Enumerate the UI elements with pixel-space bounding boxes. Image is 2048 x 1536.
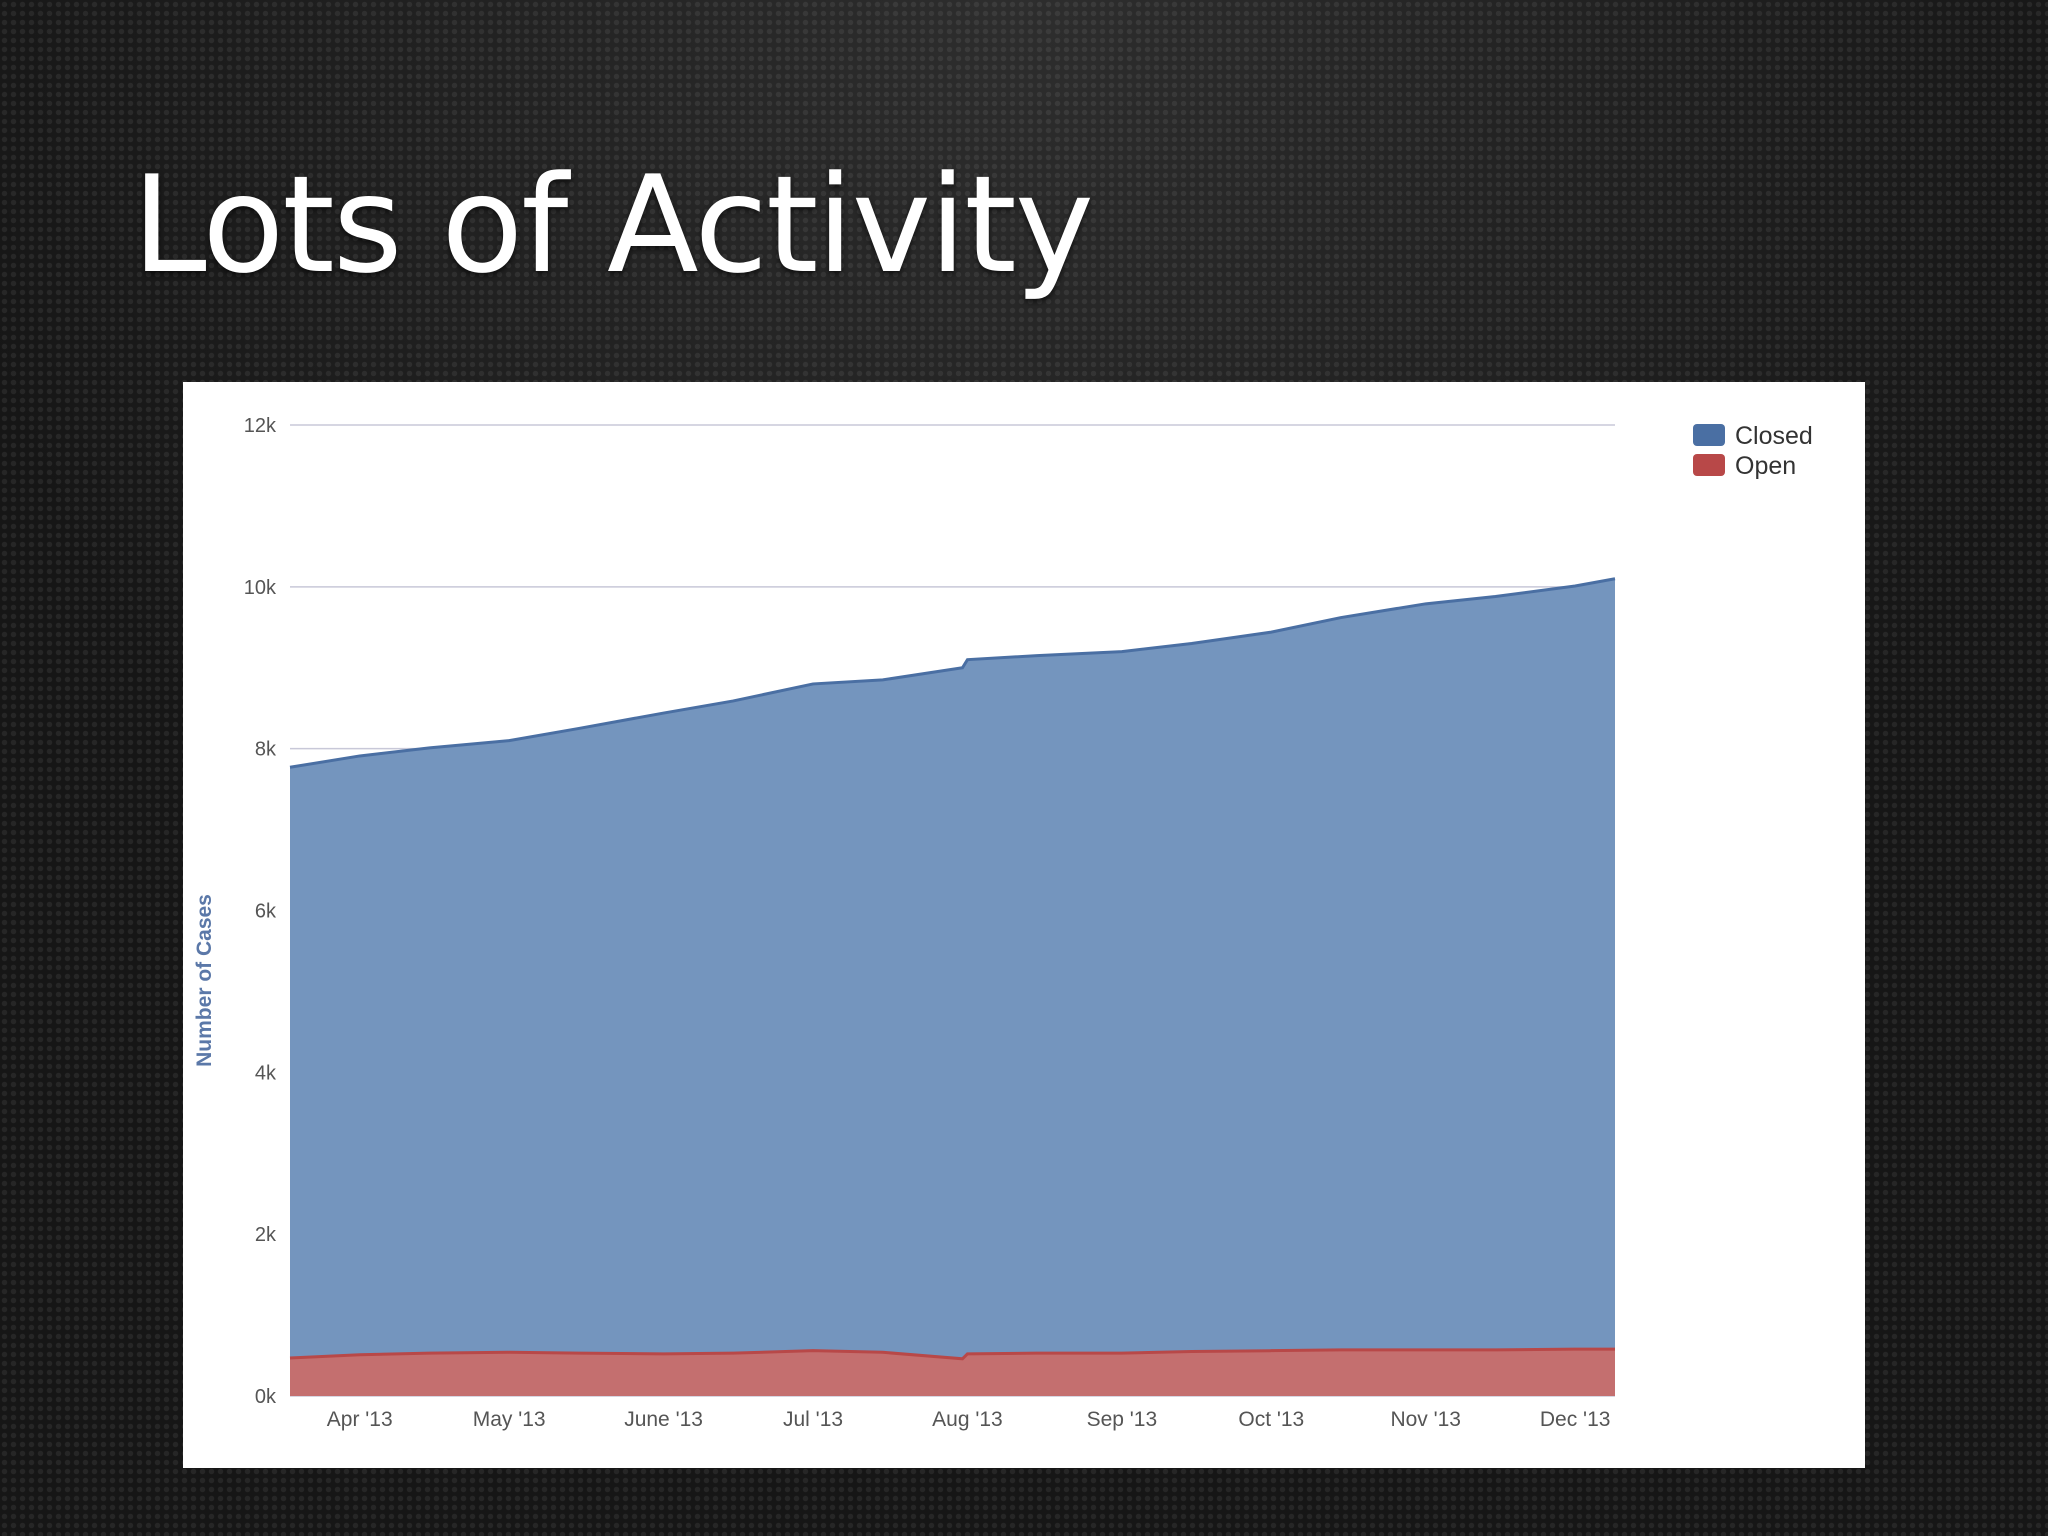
y-tick-label: 6k — [255, 901, 277, 923]
x-axis-ticks: Apr '13 May '13 June '13 Jul '13 Aug '13 Sep … — [327, 1408, 1611, 1431]
y-tick-label: 2k — [255, 1224, 277, 1246]
x-tick-label: May '13 — [473, 1408, 546, 1431]
y-axis-label: Number of Cases — [193, 894, 216, 1067]
x-tick-label: Jul '13 — [783, 1408, 843, 1431]
legend-swatch-closed — [1693, 424, 1725, 446]
legend-item-open[interactable]: Open — [1693, 452, 1796, 480]
y-tick-label: 10k — [244, 577, 277, 599]
area-chart: 0k 2k 4k 6k 8k 10k 12k Apr '13 May '13 June '13 J… — [193, 415, 1813, 1431]
y-tick-label: 8k — [255, 739, 277, 761]
series-open-area — [290, 1349, 1615, 1396]
x-tick-label: Aug '13 — [932, 1408, 1003, 1431]
y-tick-label: 4k — [255, 1062, 277, 1084]
y-tick-label: 0k — [255, 1386, 277, 1408]
legend-item-closed[interactable]: Closed — [1693, 422, 1813, 450]
areas — [289, 577, 1616, 1396]
x-tick-label: Apr '13 — [327, 1408, 393, 1431]
series-closed-area — [290, 578, 1615, 1359]
legend-swatch-open — [1693, 454, 1725, 476]
slide-title: Lots of Activity — [132, 147, 1094, 303]
y-tick-label: 12k — [244, 415, 277, 437]
x-tick-label: Sep '13 — [1087, 1408, 1158, 1431]
x-tick-label: Nov '13 — [1390, 1408, 1461, 1431]
legend-label-open: Open — [1735, 452, 1796, 480]
y-axis-ticks: 0k 2k 4k 6k 8k 10k 12k — [244, 415, 277, 1408]
x-tick-label: June '13 — [624, 1408, 703, 1431]
chart-panel: 0k 2k 4k 6k 8k 10k 12k Apr '13 May '13 June '13 J… — [183, 382, 1865, 1468]
legend-label-closed: Closed — [1735, 422, 1813, 450]
x-tick-label: Dec '13 — [1540, 1408, 1611, 1431]
series-open-line — [289, 1347, 1615, 1361]
series-closed-line — [289, 577, 1616, 769]
x-tick-label: Oct '13 — [1238, 1408, 1304, 1431]
